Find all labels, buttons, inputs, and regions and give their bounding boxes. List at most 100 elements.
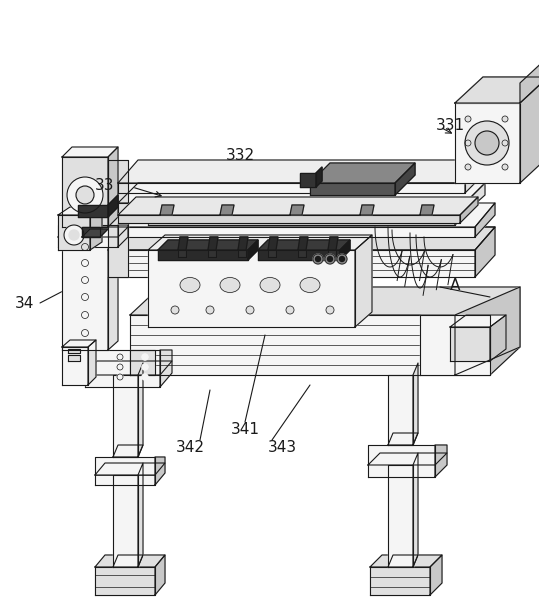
Circle shape [328, 257, 333, 261]
Polygon shape [108, 227, 495, 250]
Polygon shape [95, 463, 165, 475]
Polygon shape [465, 160, 485, 193]
Polygon shape [62, 347, 88, 385]
Polygon shape [370, 555, 442, 567]
Ellipse shape [300, 278, 320, 292]
Polygon shape [430, 555, 442, 595]
Polygon shape [62, 340, 96, 347]
Circle shape [67, 177, 103, 213]
Polygon shape [130, 287, 520, 315]
Polygon shape [268, 250, 276, 257]
Polygon shape [158, 250, 248, 260]
Polygon shape [62, 157, 108, 227]
Polygon shape [520, 77, 539, 183]
Polygon shape [258, 250, 340, 260]
Circle shape [315, 257, 321, 261]
Polygon shape [455, 103, 520, 183]
Polygon shape [355, 235, 372, 327]
Polygon shape [368, 445, 435, 477]
Polygon shape [450, 327, 490, 361]
Circle shape [81, 312, 88, 318]
Polygon shape [300, 173, 316, 187]
Polygon shape [113, 445, 143, 457]
Circle shape [117, 364, 123, 370]
Circle shape [313, 254, 323, 264]
Polygon shape [62, 217, 118, 227]
Circle shape [142, 374, 148, 380]
Text: 33: 33 [95, 177, 115, 192]
Polygon shape [138, 463, 143, 567]
Circle shape [286, 306, 294, 314]
Polygon shape [130, 315, 490, 375]
Polygon shape [160, 350, 172, 387]
Circle shape [465, 116, 471, 122]
Circle shape [340, 257, 344, 261]
Polygon shape [340, 240, 350, 260]
Polygon shape [108, 147, 118, 227]
Polygon shape [520, 57, 539, 103]
Text: 332: 332 [225, 148, 254, 163]
Circle shape [142, 364, 148, 370]
Polygon shape [62, 227, 108, 350]
Polygon shape [155, 555, 165, 595]
Circle shape [81, 276, 88, 284]
Polygon shape [148, 200, 472, 215]
Circle shape [171, 306, 179, 314]
Polygon shape [208, 250, 216, 257]
Polygon shape [388, 465, 413, 567]
Polygon shape [62, 147, 118, 157]
Circle shape [465, 121, 509, 165]
Polygon shape [238, 237, 248, 250]
Polygon shape [178, 250, 186, 257]
Polygon shape [95, 457, 155, 485]
Polygon shape [455, 77, 539, 103]
Polygon shape [58, 215, 90, 250]
Polygon shape [148, 250, 355, 327]
Circle shape [69, 230, 79, 240]
Polygon shape [118, 215, 460, 223]
Polygon shape [435, 445, 447, 477]
Text: 342: 342 [176, 439, 204, 454]
Polygon shape [388, 433, 418, 445]
Polygon shape [455, 287, 520, 375]
Polygon shape [108, 195, 118, 217]
Polygon shape [118, 225, 128, 247]
Polygon shape [113, 555, 143, 567]
Ellipse shape [220, 278, 240, 292]
Polygon shape [298, 237, 308, 250]
Polygon shape [268, 237, 278, 250]
Polygon shape [68, 355, 80, 361]
Polygon shape [370, 567, 430, 595]
Polygon shape [58, 207, 102, 215]
Circle shape [475, 131, 499, 155]
Polygon shape [95, 567, 155, 595]
Circle shape [206, 306, 214, 314]
Circle shape [326, 306, 334, 314]
Polygon shape [108, 227, 495, 250]
Polygon shape [155, 457, 165, 485]
Polygon shape [108, 160, 128, 277]
Polygon shape [138, 363, 143, 457]
Polygon shape [85, 350, 160, 387]
Polygon shape [420, 315, 490, 375]
Polygon shape [220, 205, 234, 215]
Polygon shape [82, 227, 100, 237]
Polygon shape [58, 225, 118, 247]
Polygon shape [108, 227, 475, 237]
Polygon shape [248, 240, 258, 260]
Polygon shape [290, 205, 304, 215]
Circle shape [81, 293, 88, 301]
Polygon shape [298, 250, 306, 257]
Polygon shape [85, 361, 172, 375]
Polygon shape [360, 205, 374, 215]
Polygon shape [455, 77, 539, 103]
Circle shape [117, 354, 123, 360]
Polygon shape [455, 200, 472, 225]
Polygon shape [395, 163, 415, 195]
Polygon shape [118, 197, 478, 215]
Polygon shape [113, 375, 138, 457]
Polygon shape [130, 350, 155, 375]
Circle shape [64, 225, 84, 245]
Polygon shape [68, 349, 80, 353]
Polygon shape [148, 215, 455, 225]
